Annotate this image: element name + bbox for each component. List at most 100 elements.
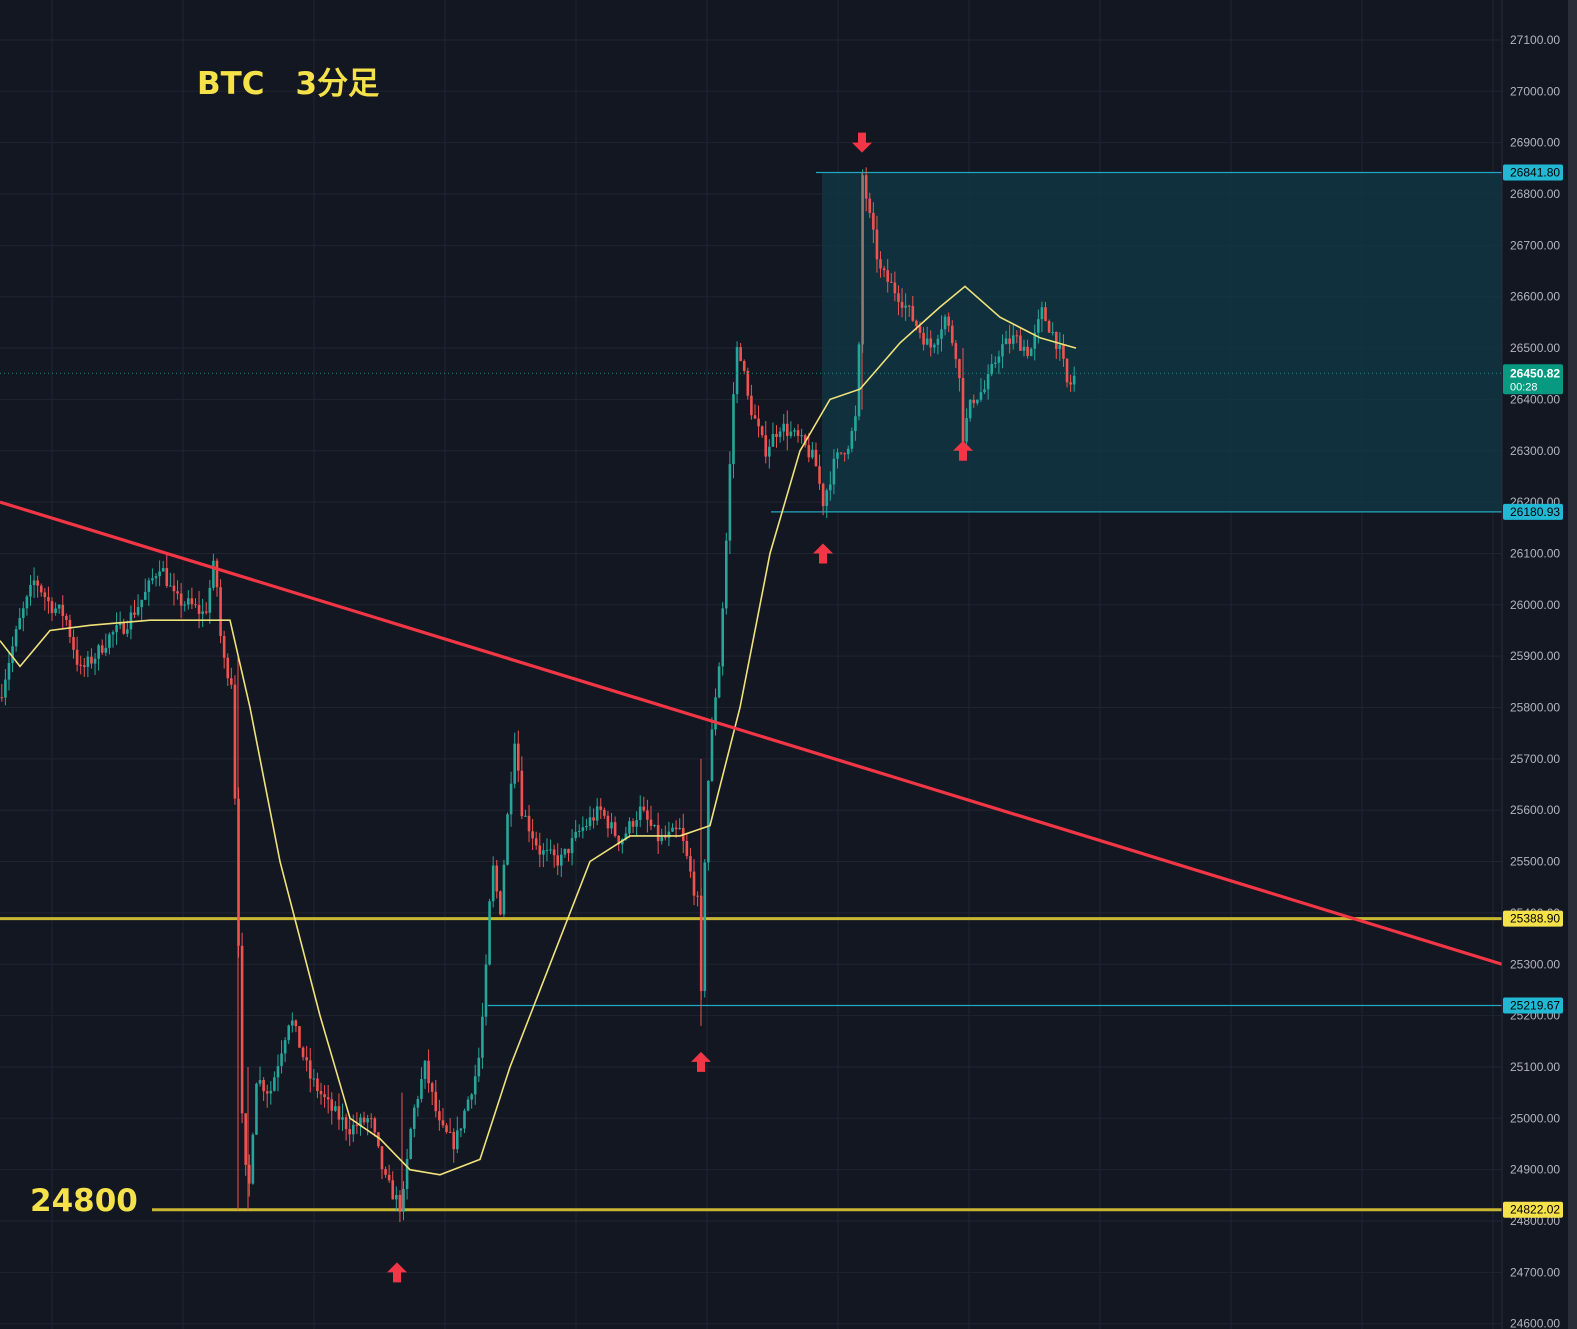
- candle-body: [79, 664, 82, 666]
- candle-body: [624, 833, 628, 840]
- candle-body: [933, 344, 936, 348]
- candle-body: [197, 605, 201, 614]
- trendline-line[interactable]: [0, 500, 1503, 966]
- candle-body: [434, 1091, 438, 1112]
- candle-body: [1044, 307, 1047, 321]
- candle-body: [549, 849, 552, 851]
- candle-body: [427, 1060, 430, 1084]
- candle-body: [398, 1194, 402, 1212]
- candle-body: [703, 862, 707, 992]
- candle-body: [312, 1078, 316, 1080]
- candle-body: [947, 316, 950, 326]
- candle-body: [836, 452, 839, 459]
- candle-body: [416, 1099, 420, 1108]
- candle-body: [104, 647, 108, 653]
- candle-body: [61, 604, 65, 616]
- candle-body: [219, 587, 222, 637]
- candle-body: [4, 679, 7, 698]
- candle-body: [1069, 382, 1072, 385]
- candle-body: [922, 332, 925, 345]
- candle-body: [190, 598, 194, 605]
- candle-body: [854, 416, 857, 432]
- candle-body: [846, 448, 850, 455]
- price-tick-label: 26100.00: [1510, 546, 1560, 560]
- candle-body: [879, 259, 882, 269]
- candle-body: [864, 175, 868, 199]
- candle-body: [380, 1146, 384, 1170]
- candle-body: [803, 435, 807, 446]
- candle-body: [499, 891, 502, 915]
- candle-body: [717, 666, 721, 698]
- candle-body: [793, 430, 796, 432]
- candle-body: [527, 815, 531, 832]
- candle-body: [893, 282, 897, 294]
- candle-body: [355, 1124, 359, 1126]
- candle-body: [868, 198, 872, 213]
- candle-body: [768, 446, 771, 457]
- candle-body: [653, 825, 656, 827]
- candle-body: [714, 697, 717, 730]
- candle-body: [1062, 344, 1065, 359]
- candle-body: [484, 964, 488, 1017]
- candle-body: [635, 820, 638, 827]
- candle-body: [509, 783, 513, 815]
- candle-body: [534, 838, 538, 846]
- candle-body: [603, 809, 606, 816]
- horizontal-levels[interactable]: [0, 171, 1502, 1212]
- candle-body: [886, 270, 889, 282]
- current-price-tag: [1503, 364, 1563, 395]
- price-tick-label: 26700.00: [1510, 238, 1560, 252]
- price-tick-label: 25700.00: [1510, 752, 1560, 766]
- price-tag-label: 26841.80: [1510, 166, 1560, 180]
- candle-body: [735, 347, 739, 395]
- candle-body: [176, 591, 179, 594]
- candle-body: [1022, 346, 1026, 351]
- range-box: [822, 172, 1502, 512]
- candle-body: [262, 1080, 265, 1092]
- candle-body: [348, 1129, 351, 1135]
- price-tick-label: 24700.00: [1510, 1265, 1560, 1279]
- trendline[interactable]: [0, 500, 1503, 966]
- candle-body: [997, 356, 1001, 363]
- candle-body: [373, 1118, 377, 1133]
- price-tag: [1503, 1201, 1563, 1218]
- candle-body: [1011, 335, 1015, 344]
- candle-body: [825, 490, 829, 507]
- candle-body: [940, 329, 943, 339]
- candle-body: [283, 1040, 287, 1054]
- candle-body: [151, 578, 154, 581]
- candle-body: [1058, 344, 1062, 350]
- candle-body: [671, 827, 674, 832]
- candle-body: [628, 821, 631, 834]
- candle-body: [725, 540, 728, 609]
- candle-body: [344, 1117, 348, 1130]
- candle-body: [11, 646, 14, 664]
- candle-body: [488, 901, 491, 965]
- candle-body: [409, 1128, 412, 1159]
- scrollbar[interactable]: [1568, 0, 1577, 1329]
- candle-body: [814, 449, 818, 467]
- candle-body: [753, 415, 757, 419]
- candle-body: [466, 1099, 470, 1111]
- candle-body: [169, 585, 172, 587]
- candle-body: [570, 838, 574, 854]
- candle-body: [387, 1174, 391, 1181]
- candle-body: [323, 1094, 326, 1098]
- candle-body: [7, 663, 11, 680]
- candle-body: [785, 423, 789, 436]
- price-tick-label: 26300.00: [1510, 444, 1560, 458]
- candle-body: [244, 1113, 247, 1165]
- moving-average-line: [0, 285, 1077, 1176]
- candle-body: [452, 1132, 456, 1150]
- candle-body: [423, 1060, 427, 1080]
- candle-body: [1033, 332, 1037, 349]
- candle-body: [889, 281, 893, 283]
- candle-body: [405, 1158, 409, 1189]
- candle-body: [29, 584, 32, 597]
- candle-body: [782, 423, 785, 432]
- candle-body: [592, 817, 595, 821]
- candle-body: [732, 394, 735, 465]
- price-tick-label: 27000.00: [1510, 84, 1560, 98]
- moving-average: [0, 285, 1077, 1176]
